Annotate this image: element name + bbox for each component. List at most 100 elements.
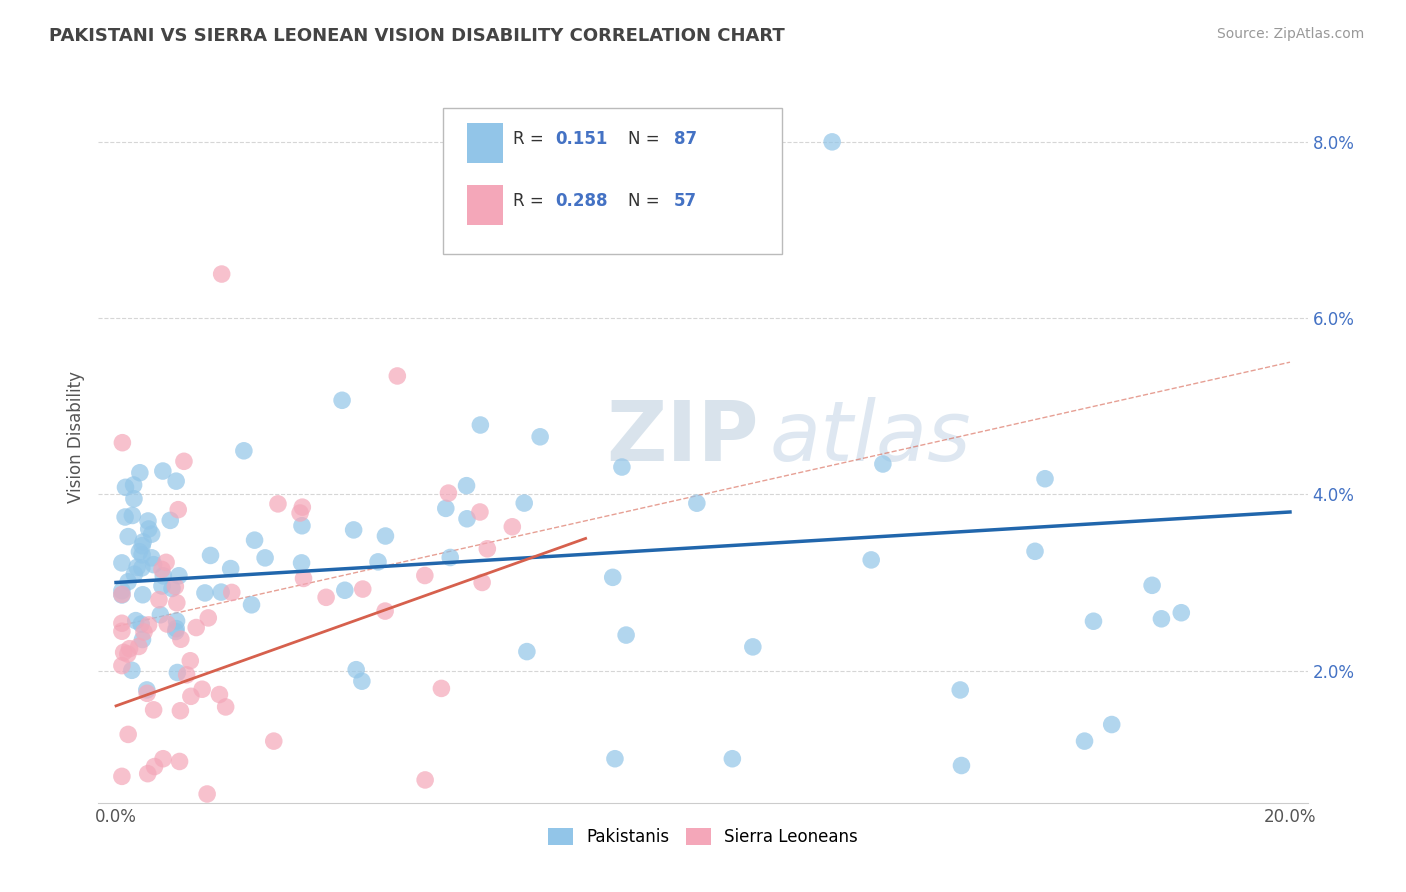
Point — [413, 568, 436, 582]
Point — [477, 541, 499, 556]
FancyBboxPatch shape — [443, 108, 782, 254]
Point — [159, 513, 181, 527]
Text: 57: 57 — [673, 192, 697, 210]
Point — [136, 514, 159, 528]
Point — [169, 755, 191, 769]
Point — [117, 647, 139, 661]
Point — [152, 464, 174, 478]
Point — [516, 644, 538, 658]
Point — [315, 591, 337, 605]
Point — [267, 497, 290, 511]
Point — [128, 466, 150, 480]
Point — [117, 530, 139, 544]
Point — [129, 617, 152, 632]
Point — [111, 616, 134, 631]
Point — [149, 607, 172, 622]
Point — [166, 665, 188, 680]
Point — [209, 585, 232, 599]
Point — [191, 682, 214, 697]
Point — [214, 700, 236, 714]
Point — [155, 555, 177, 569]
Point — [860, 553, 883, 567]
Point — [167, 568, 190, 582]
Point — [741, 640, 763, 654]
Point — [165, 579, 187, 593]
Point — [721, 752, 744, 766]
Point — [111, 435, 134, 450]
Text: Source: ZipAtlas.com: Source: ZipAtlas.com — [1216, 27, 1364, 41]
Text: PAKISTANI VS SIERRA LEONEAN VISION DISABILITY CORRELATION CHART: PAKISTANI VS SIERRA LEONEAN VISION DISAB… — [49, 27, 785, 45]
Point — [141, 550, 163, 565]
Point — [872, 457, 894, 471]
Point — [211, 267, 233, 281]
Point — [413, 772, 436, 787]
Point — [197, 611, 219, 625]
Point — [173, 454, 195, 468]
Point — [122, 478, 145, 492]
Point — [821, 135, 844, 149]
Point — [136, 686, 159, 700]
Text: atlas: atlas — [769, 397, 972, 477]
Point — [232, 443, 254, 458]
Point — [434, 501, 457, 516]
Point — [950, 758, 973, 772]
Legend: Pakistanis, Sierra Leoneans: Pakistanis, Sierra Leoneans — [541, 822, 865, 853]
Point — [350, 674, 373, 689]
Y-axis label: Vision Disability: Vision Disability — [66, 371, 84, 503]
Point — [1170, 606, 1192, 620]
Point — [614, 628, 637, 642]
Point — [114, 510, 136, 524]
Point — [179, 654, 201, 668]
Point — [243, 533, 266, 548]
Point — [610, 460, 633, 475]
Point — [343, 523, 366, 537]
Bar — [467, 185, 503, 225]
Point — [142, 558, 165, 572]
Point — [456, 512, 478, 526]
Point — [169, 704, 191, 718]
Point — [117, 727, 139, 741]
Point — [121, 508, 143, 523]
Text: 87: 87 — [673, 130, 697, 148]
Point — [291, 500, 314, 515]
Point — [208, 688, 231, 702]
Point — [152, 569, 174, 583]
Point — [200, 549, 222, 563]
Text: R =: R = — [513, 192, 550, 210]
Point — [291, 518, 314, 533]
Point — [194, 586, 217, 600]
Point — [127, 560, 149, 574]
Point — [141, 527, 163, 541]
Point — [456, 478, 478, 492]
Point — [114, 480, 136, 494]
Point — [1101, 717, 1123, 731]
Point — [186, 621, 208, 635]
Point — [131, 632, 153, 647]
Point — [240, 598, 263, 612]
Point — [111, 556, 134, 570]
Point — [156, 617, 179, 632]
Point — [111, 658, 134, 673]
Point — [138, 618, 160, 632]
Point — [602, 570, 624, 584]
Point — [111, 587, 134, 601]
Point — [143, 759, 166, 773]
Point — [352, 582, 374, 596]
Point — [136, 766, 159, 780]
Point — [160, 582, 183, 596]
Point — [166, 596, 188, 610]
Point — [439, 550, 461, 565]
Point — [165, 624, 187, 639]
Point — [180, 690, 202, 704]
Point — [128, 640, 150, 654]
Point — [111, 588, 134, 602]
Point — [195, 787, 218, 801]
Point — [949, 683, 972, 698]
Point — [150, 562, 173, 576]
Point — [142, 703, 165, 717]
Point — [125, 614, 148, 628]
Point — [118, 641, 141, 656]
Point — [374, 604, 396, 618]
Point — [170, 632, 193, 647]
Point — [166, 614, 188, 628]
